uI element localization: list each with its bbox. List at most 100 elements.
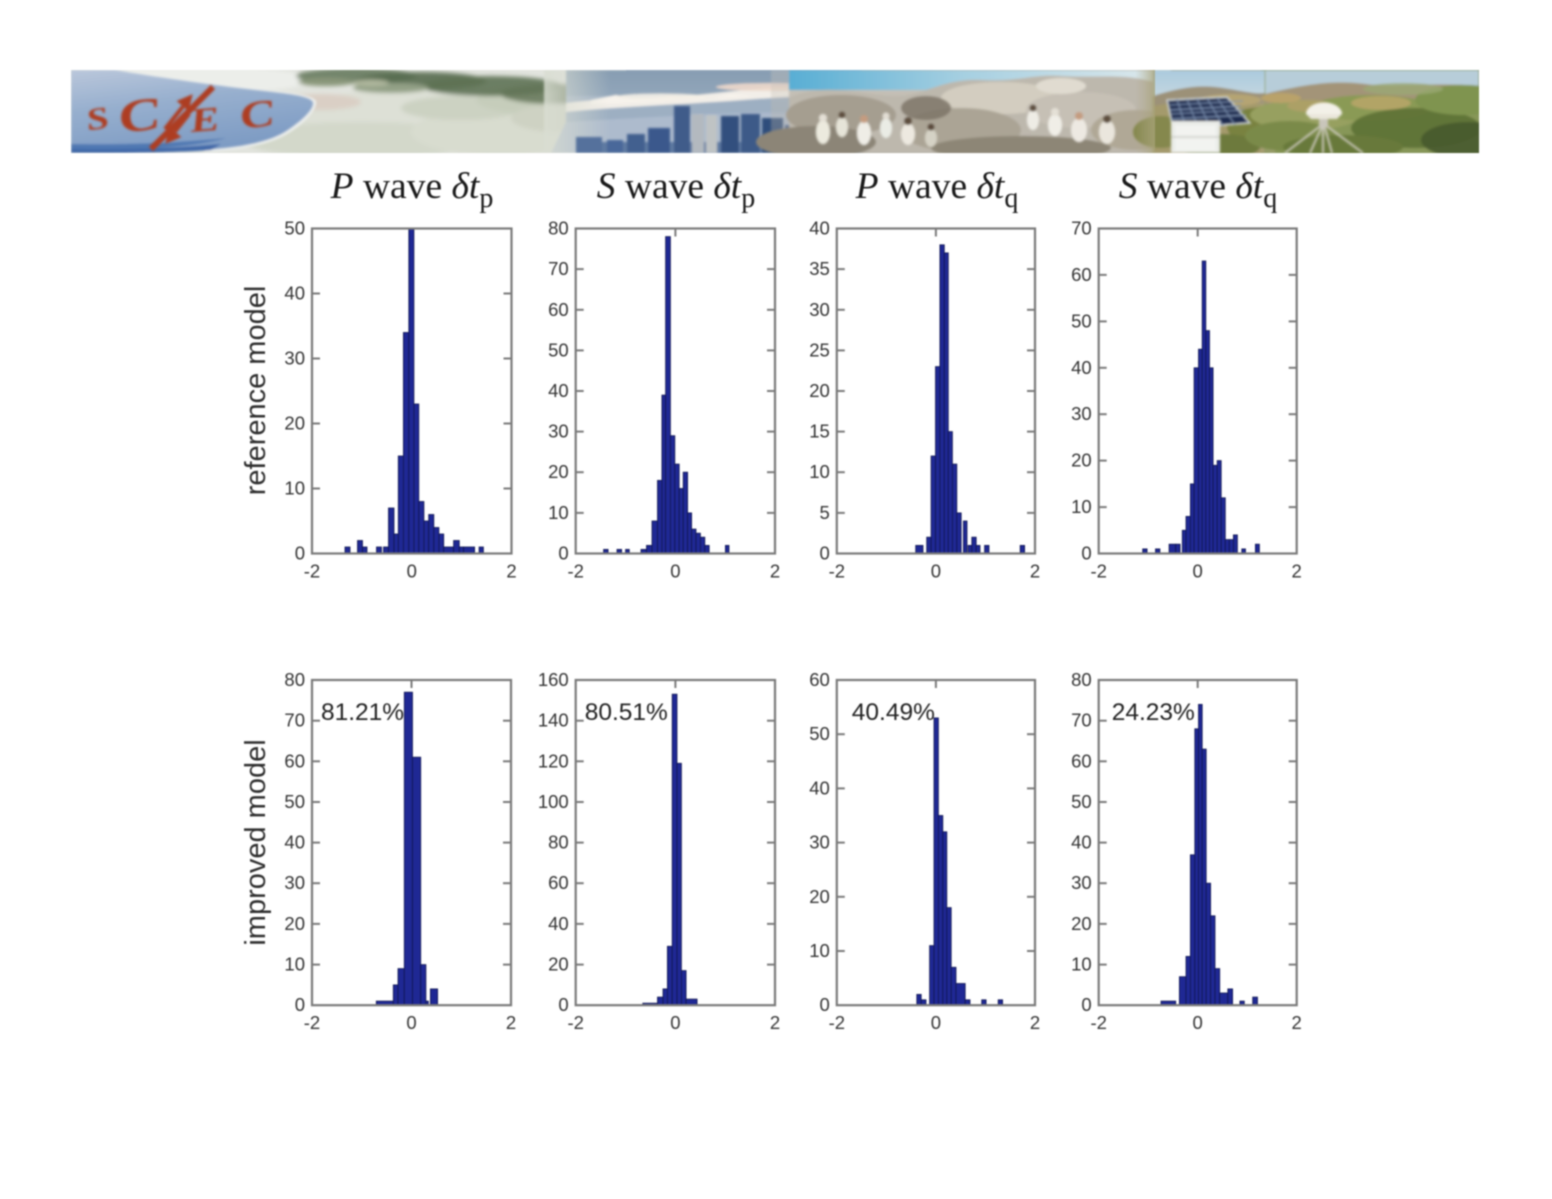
svg-text:2: 2 xyxy=(770,561,780,582)
svg-text:-2: -2 xyxy=(1090,561,1106,582)
svg-text:0: 0 xyxy=(1081,543,1091,564)
svg-text:20: 20 xyxy=(548,954,569,975)
svg-text:50: 50 xyxy=(284,218,305,239)
svg-text:-2: -2 xyxy=(304,561,320,582)
svg-text:-2: -2 xyxy=(829,1012,845,1033)
svg-text:70: 70 xyxy=(1071,218,1092,239)
svg-text:2: 2 xyxy=(506,561,516,582)
svg-text:10: 10 xyxy=(284,478,305,499)
svg-text:81.21%: 81.21% xyxy=(321,699,404,726)
svg-text:40: 40 xyxy=(284,832,305,853)
svg-text:20: 20 xyxy=(284,913,305,934)
svg-text:40: 40 xyxy=(284,283,305,304)
svg-text:24.23%: 24.23% xyxy=(1112,699,1195,726)
svg-text:40: 40 xyxy=(1071,357,1092,378)
svg-text:35: 35 xyxy=(809,258,830,279)
svg-text:70: 70 xyxy=(548,258,569,279)
svg-text:30: 30 xyxy=(548,421,569,442)
svg-text:0: 0 xyxy=(295,543,305,564)
svg-text:70: 70 xyxy=(1071,710,1092,731)
svg-text:80.51%: 80.51% xyxy=(585,699,668,726)
svg-text:15: 15 xyxy=(809,421,830,442)
svg-text:20: 20 xyxy=(1071,913,1092,934)
svg-text:10: 10 xyxy=(284,954,305,975)
svg-text:0: 0 xyxy=(931,561,941,582)
svg-text:-2: -2 xyxy=(567,561,583,582)
svg-text:0: 0 xyxy=(1193,1012,1203,1033)
svg-text:S wave δtq: S wave δtq xyxy=(1119,166,1277,214)
svg-text:25: 25 xyxy=(809,339,830,360)
svg-text:reference model: reference model xyxy=(240,286,272,496)
svg-text:20: 20 xyxy=(809,380,830,401)
svg-text:50: 50 xyxy=(284,791,305,812)
svg-text:2: 2 xyxy=(1030,1012,1040,1033)
svg-text:2: 2 xyxy=(1292,1012,1302,1033)
svg-text:-2: -2 xyxy=(1090,1012,1106,1033)
svg-text:80: 80 xyxy=(548,218,569,239)
svg-text:60: 60 xyxy=(548,872,569,893)
svg-text:0: 0 xyxy=(820,994,830,1015)
svg-text:10: 10 xyxy=(1071,496,1092,517)
svg-text:0: 0 xyxy=(407,561,417,582)
svg-text:80: 80 xyxy=(548,832,569,853)
svg-text:10: 10 xyxy=(809,461,830,482)
svg-text:40: 40 xyxy=(809,777,830,798)
svg-text:80: 80 xyxy=(1071,669,1092,690)
svg-text:30: 30 xyxy=(1071,872,1092,893)
svg-text:30: 30 xyxy=(284,348,305,369)
svg-text:100: 100 xyxy=(538,791,569,812)
svg-text:2: 2 xyxy=(1030,561,1040,582)
svg-text:140: 140 xyxy=(538,710,569,731)
svg-text:0: 0 xyxy=(1081,994,1091,1015)
svg-text:40: 40 xyxy=(548,913,569,934)
svg-text:0: 0 xyxy=(406,1012,416,1033)
svg-text:30: 30 xyxy=(284,872,305,893)
svg-text:30: 30 xyxy=(1071,403,1092,424)
svg-text:20: 20 xyxy=(1071,450,1092,471)
svg-text:10: 10 xyxy=(548,502,569,523)
svg-text:-2: -2 xyxy=(304,1012,320,1033)
svg-text:S wave δtp: S wave δtp xyxy=(597,166,755,214)
svg-text:60: 60 xyxy=(1071,750,1092,771)
svg-text:5: 5 xyxy=(820,502,830,523)
svg-text:-2: -2 xyxy=(829,561,845,582)
svg-text:40: 40 xyxy=(548,380,569,401)
svg-text:50: 50 xyxy=(548,339,569,360)
svg-text:70: 70 xyxy=(284,710,305,731)
svg-text:10: 10 xyxy=(1071,954,1092,975)
svg-text:improved model: improved model xyxy=(240,739,272,945)
svg-text:120: 120 xyxy=(538,750,569,771)
svg-text:10: 10 xyxy=(809,940,830,961)
svg-text:40.49%: 40.49% xyxy=(852,699,935,726)
svg-text:0: 0 xyxy=(558,543,568,564)
svg-text:20: 20 xyxy=(284,413,305,434)
svg-text:P wave δtp: P wave δtp xyxy=(330,166,494,214)
svg-text:50: 50 xyxy=(1071,310,1092,331)
svg-text:-2: -2 xyxy=(567,1012,583,1033)
svg-text:2: 2 xyxy=(770,1012,780,1033)
svg-text:50: 50 xyxy=(1071,791,1092,812)
svg-text:20: 20 xyxy=(809,886,830,907)
svg-text:P wave δtq: P wave δtq xyxy=(855,166,1019,214)
svg-text:2: 2 xyxy=(1292,561,1302,582)
svg-text:60: 60 xyxy=(548,299,569,320)
svg-text:30: 30 xyxy=(809,832,830,853)
svg-text:0: 0 xyxy=(820,543,830,564)
svg-text:80: 80 xyxy=(284,669,305,690)
svg-text:60: 60 xyxy=(284,750,305,771)
svg-text:0: 0 xyxy=(295,994,305,1015)
svg-text:2: 2 xyxy=(506,1012,516,1033)
svg-text:0: 0 xyxy=(670,561,680,582)
svg-text:60: 60 xyxy=(809,669,830,690)
svg-text:20: 20 xyxy=(548,461,569,482)
svg-text:0: 0 xyxy=(558,994,568,1015)
svg-text:0: 0 xyxy=(670,1012,680,1033)
svg-text:40: 40 xyxy=(1071,832,1092,853)
svg-text:30: 30 xyxy=(809,299,830,320)
svg-text:50: 50 xyxy=(809,723,830,744)
svg-text:60: 60 xyxy=(1071,264,1092,285)
svg-text:160: 160 xyxy=(538,669,569,690)
svg-text:40: 40 xyxy=(809,218,830,239)
svg-text:0: 0 xyxy=(1193,561,1203,582)
svg-text:0: 0 xyxy=(931,1012,941,1033)
